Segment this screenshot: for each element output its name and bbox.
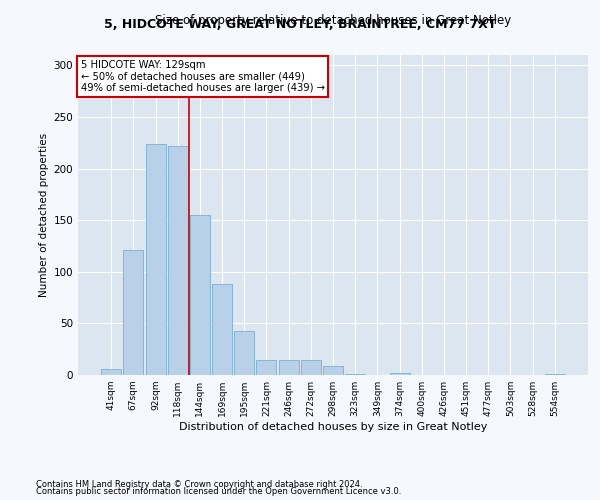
Bar: [190, 215, 210, 375]
Bar: [124, 250, 143, 375]
Y-axis label: Number of detached properties: Number of detached properties: [39, 133, 49, 297]
X-axis label: Distribution of detached houses by size in Great Notley: Distribution of detached houses by size …: [179, 422, 487, 432]
Text: 5 HIDCOTE WAY: 129sqm
← 50% of detached houses are smaller (449)
49% of semi-det: 5 HIDCOTE WAY: 129sqm ← 50% of detached …: [80, 60, 325, 93]
Bar: [212, 284, 232, 375]
Bar: [301, 360, 321, 375]
Bar: [323, 366, 343, 375]
Bar: [234, 330, 254, 375]
Bar: [278, 360, 299, 375]
Text: 5, HIDCOTE WAY, GREAT NOTLEY, BRAINTREE, CM77 7XT: 5, HIDCOTE WAY, GREAT NOTLEY, BRAINTREE,…: [104, 18, 496, 30]
Bar: [168, 146, 188, 375]
Bar: [545, 374, 565, 375]
Bar: [256, 360, 277, 375]
Text: Contains public sector information licensed under the Open Government Licence v3: Contains public sector information licen…: [36, 488, 401, 496]
Bar: [101, 369, 121, 375]
Text: Contains HM Land Registry data © Crown copyright and database right 2024.: Contains HM Land Registry data © Crown c…: [36, 480, 362, 489]
Bar: [389, 373, 410, 375]
Title: Size of property relative to detached houses in Great Notley: Size of property relative to detached ho…: [155, 14, 511, 28]
Bar: [345, 374, 365, 375]
Bar: [146, 144, 166, 375]
